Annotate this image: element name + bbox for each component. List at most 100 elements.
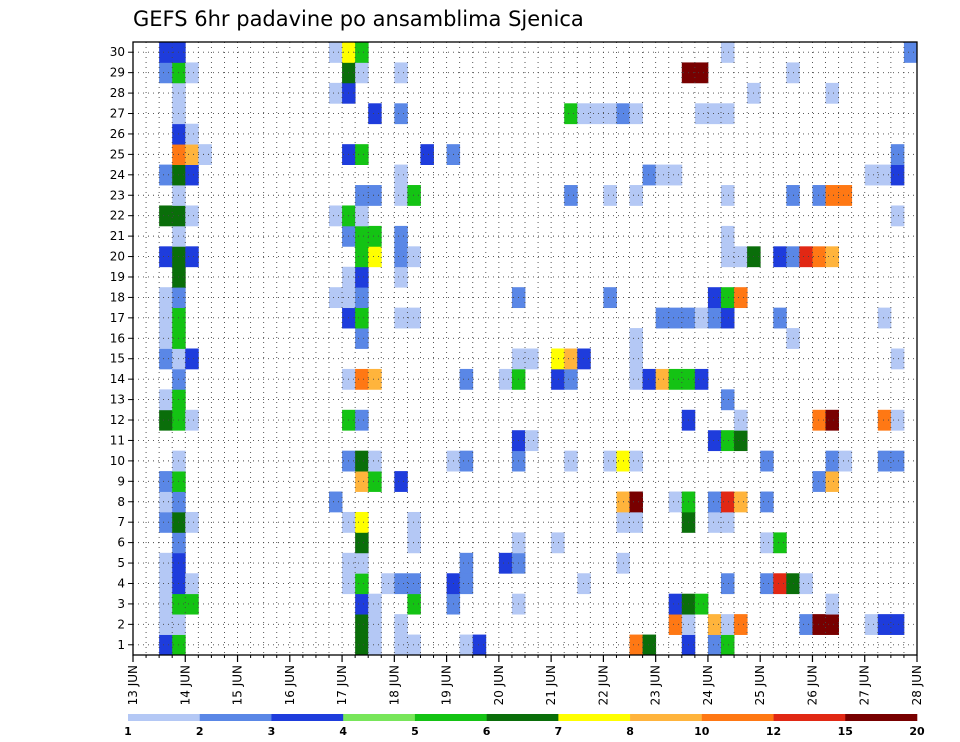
- heatmap-cell-m1-s40: [642, 634, 657, 656]
- x-tick-label: 19 JUN: [440, 665, 454, 705]
- heatmap-cell-m10-s59: [890, 450, 905, 472]
- heatmap-cell-m27-s39: [629, 103, 643, 125]
- heatmap-cell-m20-s52: [799, 246, 813, 268]
- heatmap-cell-m19-s21: [394, 266, 408, 288]
- heatmap-cell-m10-s19: [368, 450, 382, 472]
- heatmap-cell-m23-s46: [721, 185, 735, 206]
- heatmap-cell-m12-s18: [355, 409, 369, 431]
- legend-swatch: [773, 714, 846, 721]
- heatmap-cell-m12-s5: [185, 409, 199, 431]
- grid-lines: [133, 42, 917, 655]
- heatmap-cell-m3-s54: [825, 593, 839, 615]
- heatmap-cell-m8-s49: [760, 491, 774, 513]
- heatmap-cell-m7-s3: [159, 511, 173, 533]
- heatmap-cell-m27-s19: [368, 103, 382, 125]
- legend-label: 1: [124, 725, 132, 738]
- heatmap-cell-m3-s19: [368, 593, 382, 615]
- heatmap-cell-m20-s53: [812, 246, 826, 268]
- y-tick-label: 28: [110, 86, 125, 100]
- heatmap-cell-m4-s3: [159, 573, 173, 595]
- heatmap-cell-m20-s50: [773, 246, 787, 268]
- x-tick-label: 24 JUN: [701, 665, 715, 705]
- y-tick-label: 23: [110, 188, 125, 202]
- y-tick-label: 26: [110, 127, 125, 141]
- heatmap-cell-m10-s54: [825, 450, 839, 472]
- heatmap-cell-m25-s59: [890, 144, 905, 165]
- legend-swatch: [271, 714, 344, 721]
- heatmap-cell-m10-s39: [629, 450, 643, 472]
- heatmap-cell-m22-s18: [355, 205, 369, 227]
- heatmap-cell-m28-s54: [825, 82, 839, 104]
- x-tick-label: 14 JUN: [178, 665, 192, 705]
- heatmap-cell-m30-s60: [903, 42, 918, 63]
- heatmap-cell-m23-s39: [629, 185, 643, 206]
- heatmap-cell-m17-s58: [877, 307, 892, 329]
- heatmap-cell-m27-s44: [694, 103, 709, 125]
- heatmap-cell-m24-s57: [864, 164, 879, 186]
- x-axis: 13 JUN 14 JUN 15 JUN 16 JUN 17 JUN 18 JUN 19 J…: [126, 655, 924, 705]
- heatmap-cell-m17-s44: [694, 307, 709, 329]
- heatmap-cell-m22-s3: [159, 205, 173, 227]
- heatmap-cell-m27-s36: [590, 103, 604, 125]
- heatmap-cell-m18-s46: [721, 287, 735, 309]
- x-tick-label: 21 JUN: [544, 665, 558, 705]
- heatmap-cell-m27-s35: [577, 103, 591, 125]
- legend-label: 2: [196, 725, 204, 738]
- heatmap-cell-m18-s47: [734, 287, 748, 309]
- y-tick-label: 29: [110, 66, 125, 80]
- y-tick-label: 18: [110, 290, 125, 304]
- y-tick-label: 22: [110, 209, 125, 223]
- heatmap-cell-m2-s54: [825, 614, 839, 635]
- x-tick-label: 28 JUN: [910, 665, 924, 705]
- heatmap-cell-m5-s18: [355, 552, 369, 574]
- heatmap-cell-m4-s5: [185, 573, 199, 595]
- y-tick-label: 4: [117, 576, 125, 590]
- heatmap-cell-m17-s21: [394, 307, 408, 329]
- legend-label: 8: [626, 725, 634, 738]
- heatmap-cell-m22-s16: [329, 205, 343, 227]
- legend-swatch: [701, 714, 774, 721]
- heatmap-cell-m24-s41: [655, 164, 670, 186]
- heatmap-cell-m8-s47: [734, 491, 748, 513]
- heatmap-cell-m23-s18: [355, 185, 369, 206]
- heatmap-cell-m14-s19: [368, 368, 382, 390]
- y-tick-label: 16: [110, 331, 125, 345]
- heatmap-cell-m8-s42: [668, 491, 683, 513]
- heatmap-cell-m20-s21: [394, 246, 408, 268]
- heatmap-cell-m21-s21: [394, 225, 408, 247]
- heatmap-cell-m9-s54: [825, 471, 839, 492]
- heatmap-cell-m8-s39: [629, 491, 643, 513]
- heatmap-cell-m6-s50: [773, 532, 787, 554]
- heatmap-cell-m25-s6: [198, 144, 212, 165]
- heatmap-cell-m1-s45: [707, 634, 722, 656]
- heatmap-cell-m24-s3: [159, 164, 173, 186]
- heatmap-cell-m8-s45: [707, 491, 722, 513]
- heatmap-cell-m11-s45: [707, 430, 722, 452]
- heatmap-cell-m4-s35: [577, 573, 591, 595]
- y-tick-label: 11: [110, 433, 125, 447]
- legend-swatch: [414, 714, 487, 721]
- heatmap-cell-m2-s46: [721, 614, 735, 635]
- x-tick-label: 26 JUN: [805, 665, 819, 705]
- heatmap-cell-m22-s5: [185, 205, 199, 227]
- heatmap-cell-m14-s29: [498, 368, 513, 390]
- y-tick-label: 5: [117, 556, 125, 570]
- heatmap-cell-m2-s21: [394, 614, 408, 635]
- heatmap-cell-m24-s59: [890, 164, 905, 186]
- y-tick-label: 10: [110, 454, 125, 468]
- heatmap-cell-m4-s21: [394, 573, 408, 595]
- heatmap-cell-m15-s31: [525, 348, 539, 370]
- heatmap-cell-m12-s58: [877, 409, 892, 431]
- heatmap-cell-m17-s50: [773, 307, 787, 329]
- heatmap-cell-m15-s5: [185, 348, 199, 370]
- heatmap-cell-m7-s18: [355, 511, 369, 533]
- legend-label: 7: [555, 725, 563, 738]
- y-tick-label: 25: [110, 147, 125, 161]
- heatmap-cell-m30-s46: [721, 42, 735, 63]
- legend-swatch: [486, 714, 559, 721]
- heatmap-cell-m23-s21: [394, 185, 408, 206]
- y-tick-label: 9: [117, 474, 125, 488]
- heatmap-cell-m2-s59: [890, 614, 905, 635]
- heatmap-cell-m4-s52: [799, 573, 813, 595]
